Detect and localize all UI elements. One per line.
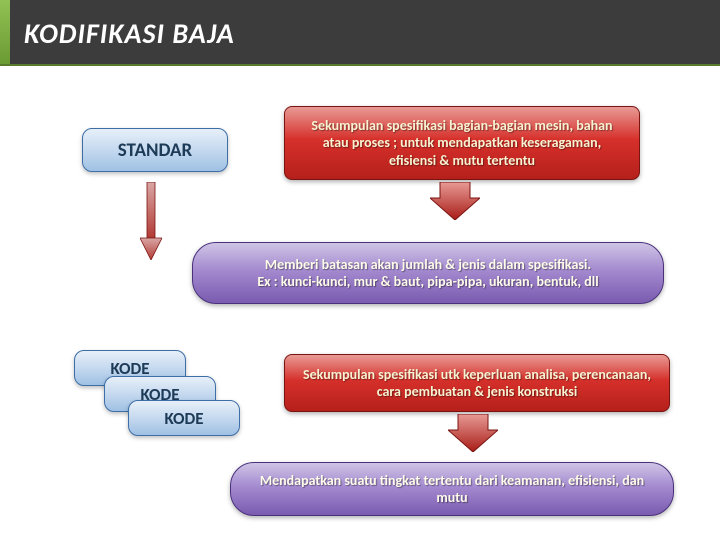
kode-label: KODE xyxy=(164,408,203,429)
definition-text: Sekumpulan spesifikasi bagian-bagian mes… xyxy=(299,117,625,170)
outcome-text: Mendapatkan suatu tingkat tertentu dari … xyxy=(247,472,657,507)
block-arrow-icon xyxy=(448,414,498,452)
standar-label: STANDAR xyxy=(118,139,192,162)
outcome-box: Mendapatkan suatu tingkat tertentu dari … xyxy=(230,462,674,516)
kode-box: KODE xyxy=(128,400,240,436)
down-arrow-icon xyxy=(140,182,162,260)
definition-box: Sekumpulan spesifikasi utk keperluan ana… xyxy=(284,354,670,412)
definition-box: Sekumpulan spesifikasi bagian-bagian mes… xyxy=(284,106,640,180)
title-bar: KODIFIKASI BAJA xyxy=(0,0,720,66)
definition-text: Sekumpulan spesifikasi utk keperluan ana… xyxy=(299,366,655,401)
outcome-text: Memberi batasan akan jumlah & jenis dala… xyxy=(257,256,598,291)
page-title: KODIFIKASI BAJA xyxy=(0,0,720,51)
outcome-box: Memberi batasan akan jumlah & jenis dala… xyxy=(192,242,664,304)
title-accent xyxy=(0,0,10,64)
standar-box: STANDAR xyxy=(82,128,228,172)
block-arrow-icon xyxy=(430,182,480,220)
